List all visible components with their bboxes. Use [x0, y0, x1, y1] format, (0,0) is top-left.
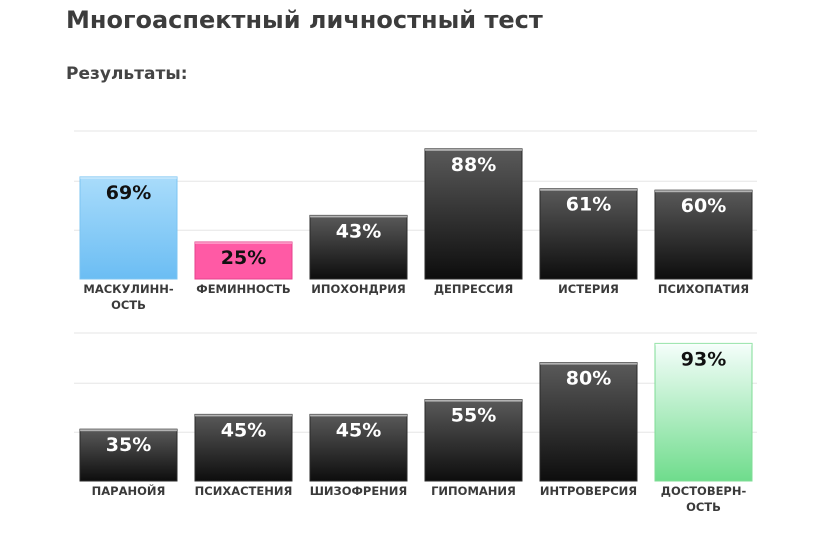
data-label: 80% [566, 368, 611, 390]
bar-highlight [540, 362, 637, 365]
category-label: ПСИХАСТЕНИЯ [195, 484, 293, 498]
category-label: ПАРАНОЙЯ [92, 483, 166, 498]
data-label: 45% [336, 419, 381, 441]
category-label: ДОСТОВЕРН- [661, 484, 747, 498]
bar-highlight [425, 399, 522, 402]
data-label: 43% [336, 220, 381, 242]
results-heading: Результаты: [66, 64, 188, 84]
bar-highlight [655, 190, 752, 193]
bar [539, 362, 638, 482]
data-label: 25% [221, 247, 266, 269]
category-label: ИПОХОНДРИЯ [311, 282, 405, 296]
bar-highlight [195, 414, 292, 417]
bar-highlight [655, 343, 752, 346]
data-label: 60% [681, 195, 726, 217]
data-label: 45% [221, 419, 266, 441]
page-title: Многоаспектный личностный тест [66, 6, 543, 34]
bar [424, 399, 523, 482]
category-label: ФЕМИННОСТЬ [196, 282, 290, 296]
category-label: ОСТЬ [686, 500, 721, 514]
bar-highlight [195, 242, 292, 244]
category-label: МАСКУЛИНН- [83, 282, 173, 296]
chart-2: 35% ПАРАНОЙЯ 45% ПСИХАСТЕНИЯ 45% ШИЗОФРЕНИЯ 55… [74, 332, 757, 514]
category-label: ПСИХОПАТИЯ [658, 282, 749, 296]
bar [654, 189, 753, 280]
data-label: 35% [106, 434, 151, 456]
data-label: 93% [681, 348, 726, 370]
bar [194, 241, 293, 280]
data-label: 88% [451, 154, 496, 176]
category-label: ОСТЬ [111, 298, 146, 312]
category-label: ИСТЕРИЯ [558, 282, 619, 296]
bar [79, 176, 178, 280]
category-label: ГИПОМАНИЯ [431, 484, 516, 498]
chart-1: 69% МАСКУЛИНН- ОСТЬ 25% ФЕМИННОСТЬ 43% ИПОХОНД… [74, 130, 757, 312]
bar [654, 342, 753, 482]
bar-highlight [540, 188, 637, 191]
data-label: 69% [106, 182, 151, 204]
category-label: ИНТРОВЕРСИЯ [540, 484, 637, 498]
bar-highlight [80, 176, 177, 179]
data-label: 55% [451, 405, 496, 427]
data-label: 61% [566, 194, 611, 216]
bar [309, 413, 408, 482]
category-label: ШИЗОФРЕНИЯ [310, 484, 408, 498]
category-label: ДЕПРЕССИЯ [434, 282, 513, 296]
bar-highlight [310, 414, 407, 417]
bar-highlight [310, 215, 407, 218]
bar-highlight [425, 148, 522, 151]
bar [79, 428, 178, 482]
bar-highlight [80, 429, 177, 432]
